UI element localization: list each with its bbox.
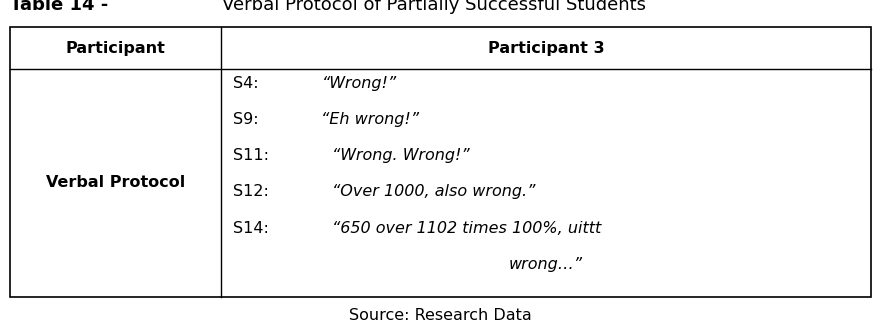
Text: “Wrong. Wrong!”: “Wrong. Wrong!” bbox=[332, 148, 470, 163]
Text: Participant: Participant bbox=[65, 41, 166, 55]
Text: “Over 1000, also wrong.”: “Over 1000, also wrong.” bbox=[331, 185, 535, 200]
Bar bbox=[10, 27, 871, 297]
Text: S11:: S11: bbox=[233, 148, 274, 163]
Text: S4:: S4: bbox=[233, 76, 263, 91]
Text: S9:: S9: bbox=[233, 112, 263, 127]
Text: “650 over 1102 times 100%, uittt: “650 over 1102 times 100%, uittt bbox=[331, 221, 601, 236]
Text: Source: Research Data: Source: Research Data bbox=[349, 308, 532, 323]
Text: Verbal Protocol: Verbal Protocol bbox=[46, 176, 185, 191]
Text: wrong…”: wrong…” bbox=[509, 257, 583, 272]
Text: “Eh wrong!”: “Eh wrong!” bbox=[322, 112, 419, 127]
Text: Table 14 -: Table 14 - bbox=[10, 0, 115, 14]
Text: S14:: S14: bbox=[233, 221, 274, 236]
Text: S12:: S12: bbox=[233, 185, 274, 200]
Text: Participant 3: Participant 3 bbox=[488, 41, 604, 55]
Text: Verbal Protocol of Partially Successful Students: Verbal Protocol of Partially Successful … bbox=[222, 0, 647, 14]
Text: “Wrong!”: “Wrong!” bbox=[322, 76, 396, 91]
